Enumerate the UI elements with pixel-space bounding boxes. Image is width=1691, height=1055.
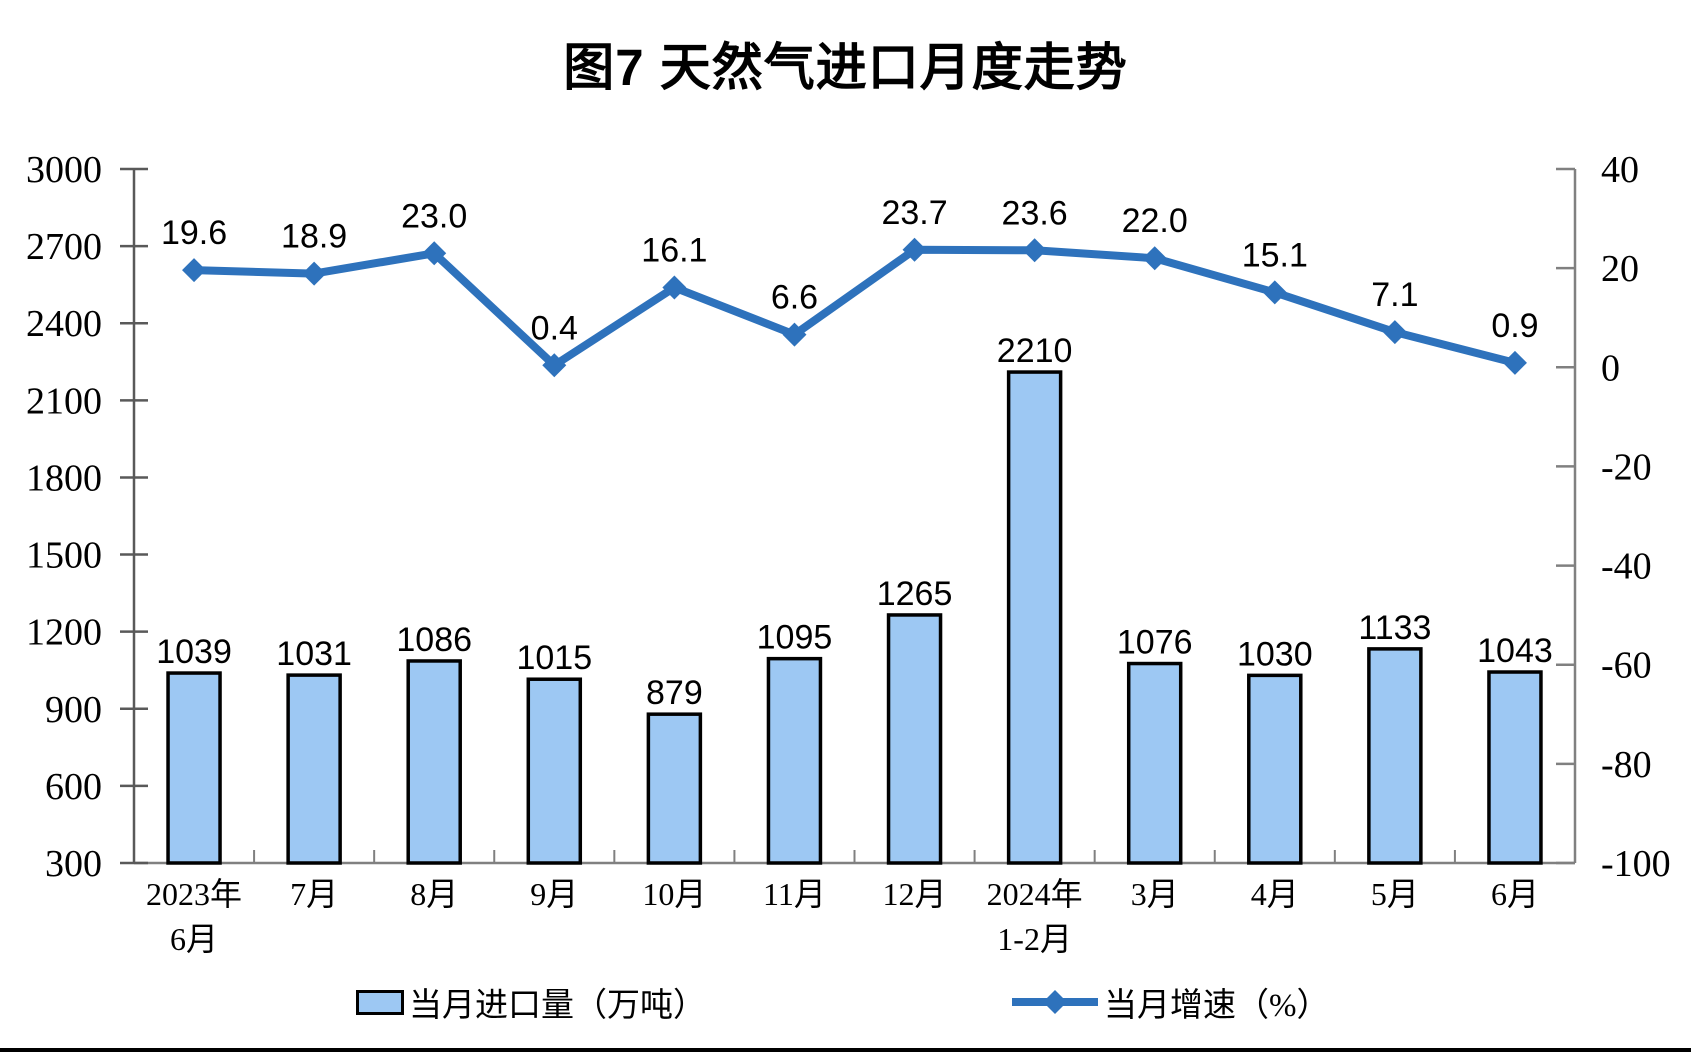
left-axis-tick-label: 3000 (26, 149, 102, 191)
line-value-label: 0.4 (531, 309, 578, 347)
bar-value-label: 1076 (1117, 624, 1193, 662)
diamond-marker (302, 261, 327, 286)
bar (646, 712, 703, 865)
diamond-marker (1022, 238, 1047, 263)
left-axis-tick-label: 1800 (26, 457, 102, 499)
legend-item-growth: 当月增速（%） (1010, 982, 1330, 1024)
bar-value-label: 1031 (276, 635, 352, 673)
x-axis-category-label: 7月 (290, 876, 338, 912)
diamond-marker (1142, 246, 1167, 271)
diamond-marker (1262, 280, 1287, 305)
left-axis-tick-label: 2100 (26, 380, 102, 422)
right-axis-tick-label: -20 (1601, 446, 1652, 488)
diamond-marker (542, 353, 567, 378)
bar (1487, 670, 1543, 865)
diamond-marker (182, 258, 207, 283)
bar-value-label: 1265 (877, 575, 953, 613)
line-value-label: 23.6 (1002, 194, 1068, 232)
x-axis-category-label: 12月 (883, 876, 947, 912)
left-axis-tick-label: 300 (45, 843, 102, 885)
bar-value-label: 1015 (516, 639, 592, 677)
left-axis-tick-label: 1500 (26, 535, 102, 577)
left-axis-tick-label: 2400 (26, 303, 102, 345)
diamond-marker (422, 241, 447, 266)
x-axis-category-label-line2: 1-2月 (997, 921, 1072, 957)
line-value-label: 6.6 (771, 279, 818, 317)
line-value-label: 18.9 (281, 218, 347, 256)
line-legend-swatch (1012, 990, 1098, 1014)
bar (766, 656, 823, 865)
bar (1247, 673, 1303, 865)
growth-line (193, 245, 1516, 370)
left-axis-tick-label: 900 (45, 689, 102, 731)
x-axis-category-label: 4月 (1251, 876, 1299, 912)
right-axis-tick-label: -80 (1601, 744, 1652, 786)
bar-legend-swatch (356, 989, 404, 1015)
bar-value-label: 879 (646, 674, 703, 712)
line-value-label: 0.9 (1491, 307, 1538, 345)
line-value-label: 22.0 (1122, 202, 1188, 240)
right-axis-tick-label: -60 (1601, 645, 1652, 687)
bar (886, 613, 943, 865)
bottom-border-line (0, 1048, 1691, 1052)
left-axis-tick-label: 600 (45, 766, 102, 808)
right-axis-tick-label: 40 (1601, 149, 1639, 191)
right-axis-tick-label: -40 (1601, 546, 1652, 588)
bar-value-label: 1133 (1358, 609, 1431, 647)
diamond-marker (782, 322, 807, 347)
left-axis-tick-label: 1200 (26, 612, 102, 654)
line-value-label: 23.7 (881, 194, 947, 232)
line-value-label: 7.1 (1371, 276, 1418, 314)
x-axis-category-label: 10月 (642, 876, 706, 912)
bar (1006, 370, 1063, 865)
bar (1126, 661, 1183, 865)
diamond-marker (1502, 350, 1527, 375)
x-axis-category-label: 9月 (530, 876, 578, 912)
line-value-label: 16.1 (641, 231, 707, 269)
bar-value-label: 1030 (1237, 635, 1313, 673)
line-value-label: 19.6 (161, 214, 227, 252)
x-axis-category-label: 2023年 (146, 876, 242, 912)
diamond-marker (662, 275, 687, 300)
bar (406, 659, 462, 865)
x-axis-category-label: 2024年 (987, 876, 1083, 912)
bar-value-label: 2210 (997, 332, 1073, 370)
x-axis-category-label: 8月 (410, 876, 458, 912)
x-axis-category-label: 3月 (1131, 876, 1179, 912)
bar-value-label: 1039 (156, 633, 232, 671)
legend-item-imports: 当月进口量（万吨） (356, 982, 706, 1024)
bar-value-label: 1043 (1477, 632, 1553, 670)
legend-label-imports: 当月进口量（万吨） (409, 988, 706, 1024)
bar (166, 671, 222, 865)
bar-value-label: 1095 (757, 619, 833, 657)
bar (1367, 647, 1423, 865)
diamond-marker (1382, 320, 1407, 345)
right-axis-tick-label: 0 (1601, 347, 1620, 389)
x-axis-category-label: 5月 (1371, 876, 1419, 912)
x-axis-category-label: 11月 (763, 876, 826, 912)
legend-diamond-marker (1043, 990, 1067, 1014)
line-value-label: 23.0 (401, 197, 467, 235)
bar (286, 673, 342, 865)
right-axis-tick-label: -100 (1601, 843, 1671, 885)
line-value-label: 15.1 (1242, 236, 1308, 274)
bar-value-label: 1086 (396, 621, 472, 659)
chart-title: 图7 天然气进口月度走势 (563, 39, 1128, 96)
diamond-marker (902, 237, 927, 262)
legend-label-growth: 当月增速（%） (1104, 988, 1330, 1024)
right-axis-tick-label: 20 (1601, 248, 1639, 290)
x-axis-category-label: 6月 (1491, 876, 1539, 912)
x-axis-category-label-line2: 6月 (170, 921, 218, 957)
left-axis-tick-label: 2700 (26, 226, 102, 268)
bar (526, 677, 583, 865)
